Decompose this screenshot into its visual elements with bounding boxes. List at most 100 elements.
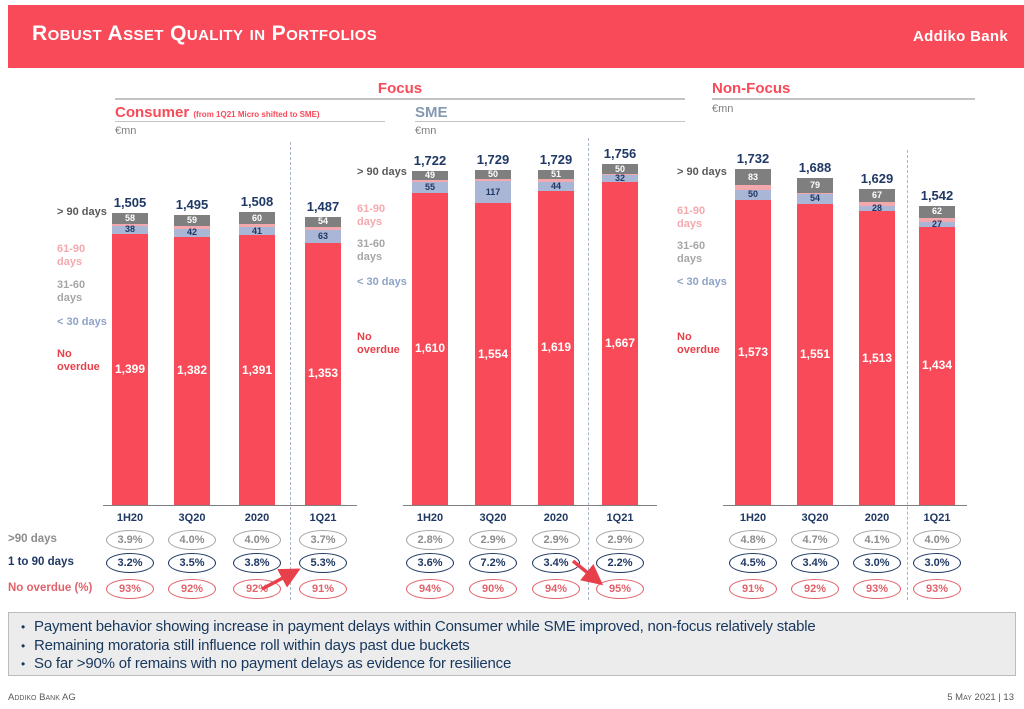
legend-item: > 90 days [677,166,727,178]
bar-segment-mid [305,226,341,231]
legend-item: < 30 days [677,276,727,288]
legend-item: < 30 days [357,276,407,288]
period-separator-dashed [588,138,589,600]
table-oval: 93% [853,579,901,599]
nonfocus-unit-label: €mn [712,103,734,115]
table-oval: 4.1% [853,530,901,550]
bar-value-label: 63 [317,230,328,241]
bar-value-label: 54 [809,193,820,204]
table-oval: 2.9% [596,530,644,550]
bullet-item: • Remaining moratoria still influence ro… [21,637,1003,656]
x-axis-label: 2020 [864,512,890,524]
bar-value-label: 54 [317,216,328,227]
focus-underline [115,98,685,100]
bullet-item: • So far >90% of remains with no payment… [21,655,1003,674]
x-axis-label: 3Q20 [801,512,829,524]
bar-value-label: 1,391 [241,362,273,377]
bar-segment-gt90: 51 [538,170,574,180]
bar-value-label: 1,551 [799,347,831,362]
bar-segment-lt30: 55 [412,181,448,193]
bar-segment-gt90: 59 [174,214,210,227]
consumer-title-note: (from 1Q21 Micro shifted to SME) [193,110,320,119]
bar-total-label: 1,732 [736,150,770,166]
table-oval: 4.0% [913,530,961,550]
x-axis-label: 3Q20 [479,512,507,524]
bar-value-label: 50 [747,189,758,200]
table-oval: 3.0% [853,553,901,573]
bar-value-label: 1,667 [604,335,636,350]
stacked-bar: 50 32 1,667 [602,164,638,505]
table-oval: 94% [406,579,454,599]
table-row-label-gt90: >90 days [8,533,57,545]
bar-segment-lt30: 32 [602,173,638,182]
bar-segment-gt90: 49 [412,171,448,181]
table-oval: 3.4% [532,553,580,573]
bar-total-label: 1,729 [539,151,573,167]
table-oval: 3.2% [106,553,154,573]
legend-item: 31-60 days [57,279,86,304]
bar-segment-gt90: 62 [919,205,955,218]
addiko-bank-logo: Addiko Bank [913,28,1008,45]
legend-item: 61-90 days [57,243,86,268]
table-oval: 4.5% [729,553,777,573]
table-oval: 4.7% [791,530,839,550]
bar-total-label: 1,629 [860,170,894,186]
x-axis-label: 3Q20 [178,512,206,524]
bar-value-label: 1,610 [414,341,446,356]
footer-company: Addiko Bank AG [8,692,76,703]
legend-item: 31-60 days [677,240,706,265]
table-oval: 95% [596,579,644,599]
table-oval: 3.8% [233,553,281,573]
table-oval: 92% [168,579,216,599]
bar-total-label: 1,722 [413,152,447,168]
bar-segment-none: 1,667 [602,181,638,505]
table-row-label-nooverdue: No overdue (%) [8,582,93,594]
legend-item: > 90 days [357,166,407,178]
bar-segment-mid [797,192,833,194]
table-row-label-1to90: 1 to 90 days [8,556,74,568]
bar-segment-none: 1,353 [305,242,341,505]
axis-line [103,505,357,506]
bar-segment-mid [475,179,511,181]
bar-segment-gt90: 54 [305,216,341,227]
bar-total-label: 1,487 [306,198,340,214]
stacked-bar: 51 44 1,619 [538,170,574,505]
bar-segment-gt90: 50 [475,169,511,180]
chart-title-sme: SME [415,104,448,121]
sme-unit-label: €mn [415,125,437,137]
bar-segment-lt30: 44 [538,182,574,191]
bar-segment-none: 1,619 [538,190,574,505]
bar-segment-lt30: 63 [305,230,341,243]
legend-item: > 90 days [57,206,107,218]
table-oval: 3.4% [791,553,839,573]
legend-item: 61-90 days [357,203,386,228]
bar-segment-lt30: 41 [239,226,275,235]
bar-segment-none: 1,434 [919,226,955,505]
table-oval: 93% [913,579,961,599]
bar-segment-lt30: 42 [174,227,210,238]
period-separator-dashed [907,150,908,600]
bar-total-label: 1,542 [920,187,954,203]
table-oval: 2.2% [596,553,644,573]
legend-item: < 30 days [57,316,107,328]
bar-value-label: 60 [251,212,262,223]
bullet-icon: • [21,620,26,634]
stacked-bar: 49 55 1,610 [412,171,448,505]
bullet-text: Remaining moratoria still influence roll… [34,636,470,654]
table-oval: 4.0% [168,530,216,550]
bar-value-label: 44 [550,181,561,192]
bar-value-label: 1,434 [921,358,953,373]
stacked-bar: 79 54 1,551 [797,177,833,505]
bar-value-label: 42 [186,227,197,238]
bar-total-label: 1,508 [240,194,274,210]
table-oval: 3.5% [168,553,216,573]
table-oval: 2.9% [469,530,517,550]
bar-segment-none: 1,513 [859,211,895,505]
x-axis-label: 1H20 [416,512,444,524]
x-axis-label: 2020 [244,512,270,524]
bar-segment-none: 1,573 [735,199,771,505]
bar-segment-mid [239,224,275,228]
